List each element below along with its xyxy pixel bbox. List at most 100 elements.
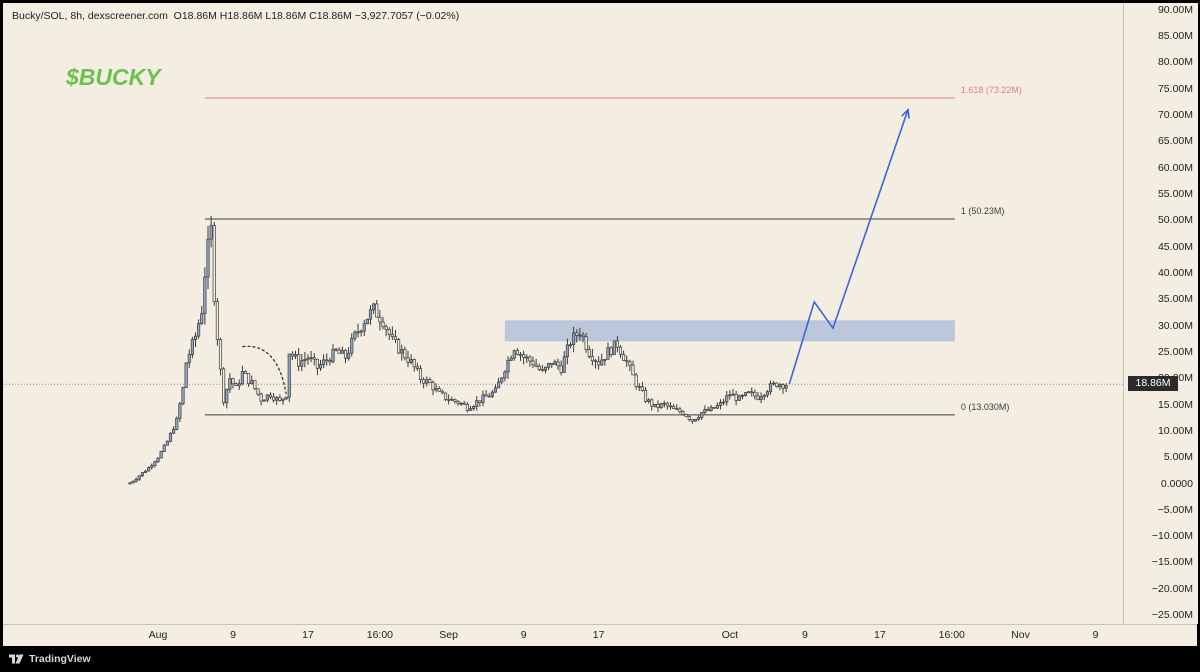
candle-body	[700, 412, 704, 418]
candle-body	[193, 335, 198, 340]
candle-body	[406, 357, 410, 363]
candle-body	[165, 440, 169, 446]
x-tick-label: 17	[592, 629, 605, 641]
candle-body	[237, 383, 241, 386]
candle-body	[506, 359, 510, 373]
high-label: H	[219, 10, 228, 22]
candle-body	[609, 347, 613, 356]
plot-area[interactable]	[3, 3, 1123, 624]
candle-body	[318, 364, 323, 369]
candle-body	[372, 303, 376, 311]
candle-body	[578, 334, 582, 337]
candle-body	[509, 357, 513, 361]
y-tick-labels: 90.00M 85.00M 80.00M 75.00M 70.00M 65.00M 60.0…	[1123, 0, 1197, 624]
candle-body	[181, 387, 185, 405]
y-tick-label: 30.00M	[1157, 319, 1193, 332]
y-tick-label: −20.00M	[1151, 582, 1193, 595]
tradingview-brand[interactable]: TradingView	[9, 653, 91, 665]
candle-body	[725, 395, 729, 403]
candle-body	[450, 398, 454, 401]
candle-body	[772, 382, 776, 385]
candle-body	[487, 395, 491, 398]
candle-body	[234, 383, 238, 386]
candle-body	[137, 475, 141, 480]
candle-body	[415, 366, 419, 369]
candle-body	[443, 392, 448, 400]
fib-level-label-1: 1 (50.23M)	[961, 206, 1005, 216]
candle-body	[409, 359, 413, 363]
candle-body	[465, 403, 469, 411]
candle-body	[643, 390, 648, 402]
candle-body	[162, 444, 166, 452]
x-tick-label: 16:00	[366, 629, 394, 641]
candle-body	[262, 399, 266, 402]
candle-body	[397, 339, 401, 354]
candle-body	[625, 360, 629, 363]
candle-body	[522, 354, 526, 358]
price-axis[interactable]	[1123, 3, 1198, 624]
candle-body	[537, 365, 541, 370]
candle-body	[168, 432, 173, 442]
candle-body	[337, 349, 341, 354]
candle-body	[681, 411, 685, 415]
candle-body	[331, 348, 335, 363]
x-tick-label: 17	[302, 629, 314, 641]
candle-body	[481, 394, 485, 403]
candle-body	[478, 400, 482, 403]
projection-arrowhead	[901, 107, 910, 119]
candle-body	[209, 225, 213, 240]
y-tick-label: 45.00M	[1157, 240, 1193, 253]
candle-body	[490, 391, 494, 397]
candle-body	[765, 391, 769, 396]
candle-body	[603, 358, 607, 361]
candle-body	[497, 381, 501, 389]
candle-body	[434, 388, 438, 391]
candle-body	[347, 352, 351, 359]
candle-body	[190, 339, 194, 355]
tradingview-label: TradingView	[29, 653, 91, 665]
candle-body	[650, 399, 654, 407]
candle-body	[322, 359, 326, 365]
candle-body	[590, 356, 594, 362]
candle-body	[687, 416, 691, 420]
candle-body	[709, 406, 713, 412]
y-tick-label: 85.00M	[1157, 29, 1193, 42]
candle-body	[503, 371, 507, 379]
x-tick-labels: Aug 9 17 16:00 Sep 9 17 Oct 9 17 16:00 Nov 9	[0, 624, 1123, 646]
y-tick-label: 15.00M	[1157, 398, 1193, 411]
candle-body	[178, 403, 182, 419]
candle-body	[622, 354, 626, 361]
candle-body	[175, 417, 179, 430]
y-tick-label: 10.00M	[1157, 424, 1193, 437]
candle-body	[447, 399, 451, 401]
candle-body	[393, 336, 398, 341]
y-tick-label: −5.00M	[1157, 503, 1193, 516]
fib-level-label-2: 0 (13.030M)	[961, 402, 1010, 412]
candle-body	[197, 323, 201, 337]
candle-body	[365, 318, 369, 325]
candle-body	[128, 482, 132, 485]
y-tick-label: 35.00M	[1157, 293, 1193, 306]
candle-body	[343, 350, 348, 359]
candle-body	[631, 364, 635, 376]
candle-body	[472, 406, 476, 410]
y-tick-label: 60.00M	[1157, 161, 1193, 174]
candle-body	[278, 397, 282, 401]
candle-body	[215, 301, 219, 340]
candle-body	[353, 331, 357, 339]
candle-body	[584, 336, 588, 350]
candle-body	[459, 402, 463, 405]
y-tick-label: 80.00M	[1157, 56, 1193, 69]
candle-body	[743, 392, 748, 396]
y-tick-label: −15.00M	[1151, 556, 1193, 569]
candle-body	[187, 354, 191, 364]
candle-body	[662, 402, 666, 405]
time-axis[interactable]	[3, 624, 1197, 647]
candle-body	[131, 480, 135, 484]
candle-body	[778, 384, 782, 387]
candle-body	[287, 353, 291, 398]
candle-body	[453, 398, 457, 402]
last-price-tag: 18.86M	[1128, 376, 1178, 391]
candle-body	[543, 366, 548, 371]
